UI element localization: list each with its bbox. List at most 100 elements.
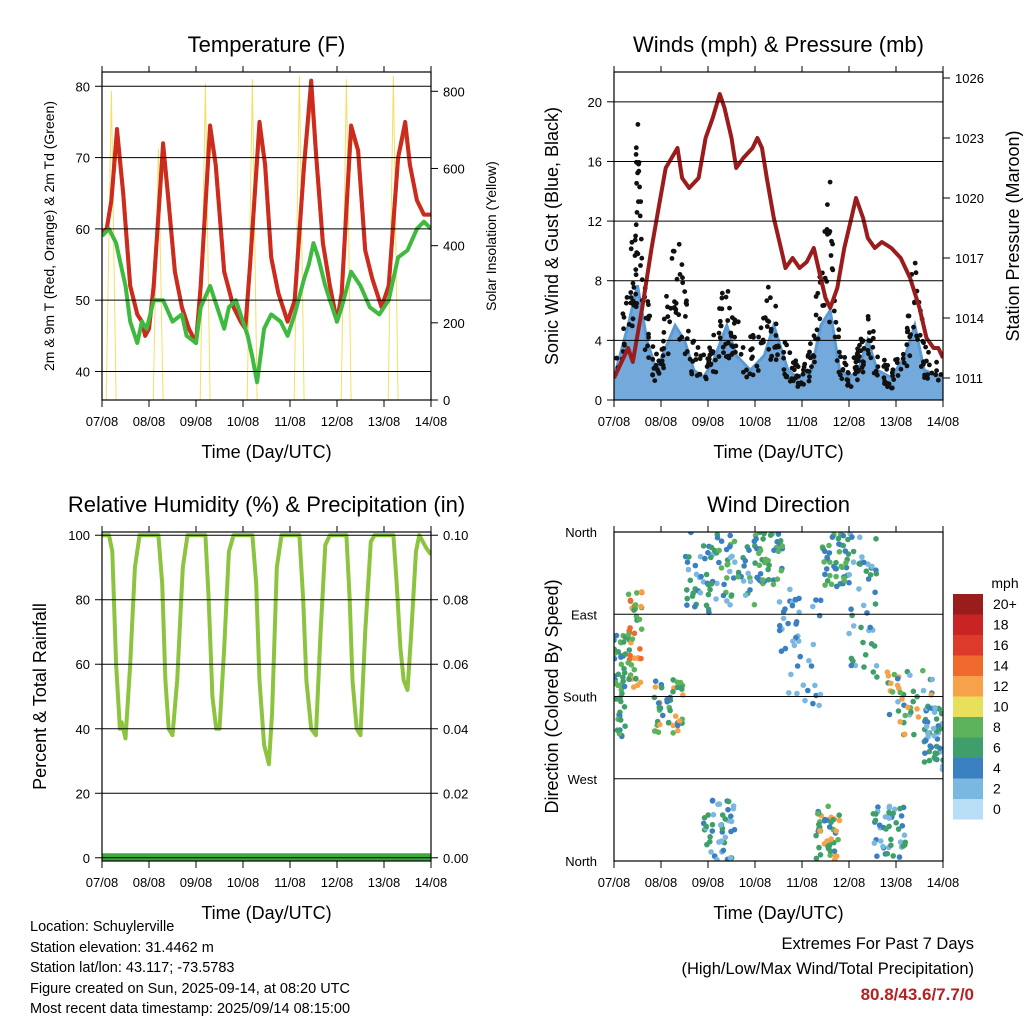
direction-point <box>817 828 823 834</box>
direction-point <box>778 567 785 574</box>
series-line <box>614 92 943 379</box>
gust-point <box>784 374 790 380</box>
gust-point <box>870 335 876 341</box>
extremes-box: Extremes For Past 7 Days (High/Low/Max W… <box>681 932 974 1007</box>
gust-point <box>760 340 765 346</box>
gust-point <box>865 347 871 353</box>
series-line <box>102 75 431 400</box>
direction-title: Wind Direction <box>707 492 850 517</box>
direction-point <box>920 667 926 674</box>
y-tick-label: 20 <box>76 786 90 801</box>
gust-point <box>822 229 828 234</box>
gust-point <box>845 377 851 383</box>
direction-point <box>836 541 842 547</box>
gust-point <box>676 312 682 318</box>
gust-point <box>669 256 675 261</box>
direction-point <box>685 566 692 573</box>
direction-point <box>786 690 792 696</box>
gust-point <box>920 338 926 344</box>
gust-point <box>749 346 755 351</box>
y-tick-right-label: 1020 <box>955 191 984 206</box>
direction-point <box>888 680 894 687</box>
gust-point <box>875 354 880 360</box>
direction-point <box>833 573 839 580</box>
x-tick-label: 12/08 <box>833 875 866 890</box>
direction-point <box>702 555 708 562</box>
direction-point <box>859 554 865 560</box>
gust-point <box>935 377 941 383</box>
direction-point <box>684 559 691 565</box>
gust-point <box>904 363 910 369</box>
gust-point <box>808 341 813 347</box>
gust-point <box>915 337 920 342</box>
direction-point <box>771 547 777 554</box>
y-tick-label: 80 <box>76 593 90 608</box>
y-tick-label: North <box>565 525 597 540</box>
temperature-plot-area <box>102 75 431 400</box>
gust-point <box>840 367 846 372</box>
x-tick-label: 13/08 <box>368 875 401 890</box>
temperature-ylabel: 2m & 9m T (Red, Orange) & 2m Td (Green) <box>41 101 57 371</box>
gust-point <box>756 334 761 340</box>
direction-point <box>614 655 618 662</box>
direction-point <box>614 637 617 643</box>
direction-point <box>614 673 618 679</box>
gust-point <box>707 352 713 358</box>
direction-point <box>716 547 722 554</box>
legend-swatch <box>953 614 983 635</box>
gust-point <box>875 372 880 378</box>
direction-point <box>774 576 781 582</box>
direction-point <box>770 581 777 588</box>
direction-point <box>757 571 764 577</box>
direction-point <box>812 682 818 689</box>
gust-point <box>773 321 779 327</box>
y-tick-label: 12 <box>588 214 602 229</box>
gust-point <box>772 345 778 350</box>
gust-point <box>705 362 711 367</box>
direction-point <box>785 620 791 627</box>
gust-point <box>725 318 731 323</box>
direction-point <box>792 596 799 603</box>
direction-point <box>698 573 704 580</box>
gust-point <box>633 152 639 157</box>
gust-point <box>636 168 642 174</box>
direction-point <box>841 577 847 584</box>
direction-point <box>832 856 838 861</box>
gust-point <box>661 330 667 335</box>
direction-point <box>614 727 621 733</box>
direction-point <box>796 609 802 616</box>
direction-point <box>940 757 943 763</box>
direction-point <box>825 803 831 810</box>
direction-point <box>822 548 828 555</box>
direction-point <box>813 855 820 861</box>
direction-point <box>723 546 730 553</box>
direction-point <box>629 636 636 642</box>
gust-point <box>680 275 685 281</box>
direction-point <box>740 578 747 584</box>
x-tick-label: 11/08 <box>786 414 818 429</box>
gust-point <box>693 357 699 362</box>
gust-point <box>836 327 842 333</box>
gust-point <box>686 328 691 334</box>
gust-point <box>776 344 781 350</box>
legend-swatch <box>953 594 983 615</box>
gust-point <box>889 385 895 391</box>
gust-point <box>633 145 639 151</box>
gust-point <box>784 342 789 348</box>
gust-point <box>680 280 686 286</box>
direction-point <box>835 535 842 542</box>
legend-swatch <box>953 778 983 799</box>
gust-point <box>802 361 808 367</box>
gust-point <box>842 360 848 366</box>
y-tick-label: 60 <box>76 222 90 237</box>
direction-point <box>614 679 619 686</box>
created-text: Figure created on Sun, 2025-09-14, at 08… <box>30 980 350 997</box>
gust-point <box>884 366 890 372</box>
gust-point <box>827 319 832 325</box>
direction-point <box>886 805 892 811</box>
direction-point <box>810 700 816 707</box>
legend-label: 14 <box>993 658 1009 674</box>
direction-point <box>825 843 831 850</box>
direction-point <box>932 705 938 711</box>
y-tick-right-label: 0.08 <box>443 593 468 608</box>
